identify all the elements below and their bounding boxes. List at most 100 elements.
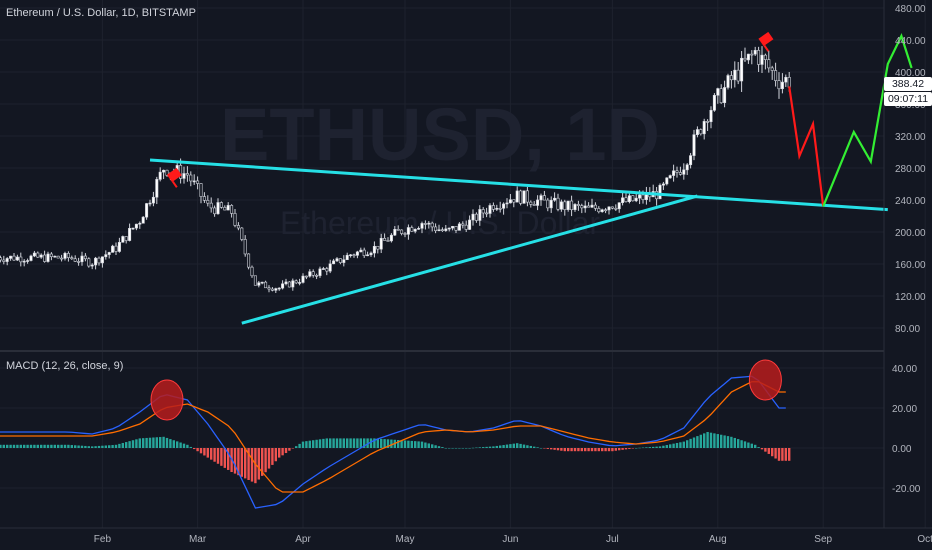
macd-histogram-bar xyxy=(257,448,260,480)
macd-histogram-bar xyxy=(590,448,594,452)
macd-histogram-bar xyxy=(475,447,478,449)
candle-body xyxy=(294,280,298,284)
macd-histogram-bar xyxy=(172,440,175,448)
macd-histogram-bar xyxy=(669,444,672,448)
macd-histogram-bar xyxy=(40,444,43,448)
macd-histogram-bar xyxy=(495,445,498,448)
candle-body xyxy=(359,249,363,253)
macd-histogram-bar xyxy=(723,435,726,448)
macd-histogram-bar xyxy=(114,444,118,448)
price-tick-label: 400.00 xyxy=(895,68,926,79)
candle-body xyxy=(196,180,200,184)
candle-body xyxy=(362,249,366,256)
macd-histogram-bar xyxy=(267,448,271,469)
macd-histogram-bar xyxy=(70,445,73,448)
candle-body xyxy=(726,75,730,88)
time-tick-label: Mar xyxy=(189,534,207,545)
candle-body xyxy=(706,121,710,123)
macd-histogram-bar xyxy=(111,445,114,448)
flag-marker-icon[interactable] xyxy=(758,31,777,52)
candle-body xyxy=(70,257,74,260)
macd-histogram-bar xyxy=(512,443,515,448)
macd-histogram-bar xyxy=(468,448,471,449)
candle-body xyxy=(94,257,98,266)
candle-body xyxy=(36,252,40,258)
time-tick-label: Jul xyxy=(606,534,619,545)
macd-histogram-bar xyxy=(138,438,141,448)
price-tick-label: 120.00 xyxy=(895,292,926,303)
macd-title[interactable]: MACD (12, 26, close, 9) xyxy=(6,360,124,372)
candle-body xyxy=(22,260,26,263)
macd-histogram-bar xyxy=(227,448,230,470)
candle-body xyxy=(780,81,784,90)
macd-histogram-bar xyxy=(57,444,60,448)
macd-highlight-ellipse[interactable] xyxy=(150,379,184,421)
macd-histogram-bar xyxy=(223,448,226,468)
candle-body xyxy=(525,190,529,203)
candle-body xyxy=(672,170,676,176)
macd-histogram-bar xyxy=(441,447,444,448)
macd-histogram-bar xyxy=(12,444,16,448)
time-axis[interactable]: Feb Mar Apr May Jun Jul Aug Sep Oct xyxy=(94,534,932,545)
macd-histogram-bar xyxy=(189,446,192,448)
macd-histogram-bar xyxy=(291,448,294,449)
candle-body xyxy=(743,57,747,61)
candle-body xyxy=(750,53,754,56)
macd-histogram-bar xyxy=(43,444,46,448)
macd-histogram-bar xyxy=(36,444,39,448)
macd-histogram-bar xyxy=(281,448,284,456)
macd-histogram-bar xyxy=(182,443,186,448)
candle-body xyxy=(321,268,325,270)
candle-body xyxy=(226,205,230,211)
projection-path-red[interactable] xyxy=(788,86,825,207)
candle-body xyxy=(393,229,397,236)
macd-axis[interactable]: 40.00 20.00 0.00 -20.00 xyxy=(892,364,921,495)
macd-histogram-bar xyxy=(509,444,512,448)
candle-body xyxy=(587,205,591,208)
flag-marker-icon[interactable] xyxy=(166,167,186,188)
macd-histogram-bar xyxy=(754,444,757,448)
trendline[interactable] xyxy=(149,158,888,212)
macd-histogram-bar xyxy=(386,439,390,448)
candle-body xyxy=(369,252,373,256)
candle-body xyxy=(689,155,693,166)
candle-body xyxy=(134,223,138,229)
candle-body xyxy=(236,225,240,229)
macd-histogram-bar xyxy=(2,444,5,448)
macd-histogram-bar xyxy=(335,438,339,448)
candle-body xyxy=(111,245,115,253)
macd-histogram-bar xyxy=(604,448,607,452)
candle-body xyxy=(729,75,733,81)
candle-body xyxy=(158,171,162,180)
macd-histogram-bar xyxy=(271,448,274,465)
candle-body xyxy=(719,88,723,104)
projection-path-green[interactable] xyxy=(822,33,913,207)
macd-histogram-bar xyxy=(148,437,152,448)
symbol-title[interactable]: Ethereum / U.S. Dollar, 1D, BITSTAMP xyxy=(6,7,196,19)
macd-highlight-ellipse[interactable] xyxy=(748,359,782,401)
macd-histogram-bar xyxy=(675,442,679,448)
candle-body xyxy=(250,266,254,277)
candle-body xyxy=(604,209,608,212)
macd-histogram-bar xyxy=(488,446,492,448)
macd-histogram-bar xyxy=(631,448,634,449)
price-axis[interactable]: 480.00440.00400.00360.00320.00280.00240.… xyxy=(895,4,926,335)
macd-histogram-bar xyxy=(743,441,747,448)
macd-tick-label: 40.00 xyxy=(892,364,917,375)
drawing-annotations[interactable] xyxy=(149,31,913,325)
candle-body xyxy=(468,219,472,230)
macd-histogram-bar xyxy=(553,448,556,450)
macd-histogram-bar xyxy=(142,438,145,448)
macd-tick-label: -20.00 xyxy=(892,484,921,495)
candle-body xyxy=(301,275,305,283)
macd-histogram-bar xyxy=(63,444,67,448)
macd-histogram-bar xyxy=(403,440,407,448)
candle-body xyxy=(97,257,101,264)
macd-histogram-bar xyxy=(560,448,563,451)
macd-histogram-bar xyxy=(577,448,580,452)
price-tick-label: 200.00 xyxy=(895,228,926,239)
macd-histogram-bar xyxy=(573,448,577,452)
trendline[interactable] xyxy=(241,194,698,325)
macd-histogram-bar xyxy=(233,448,237,474)
